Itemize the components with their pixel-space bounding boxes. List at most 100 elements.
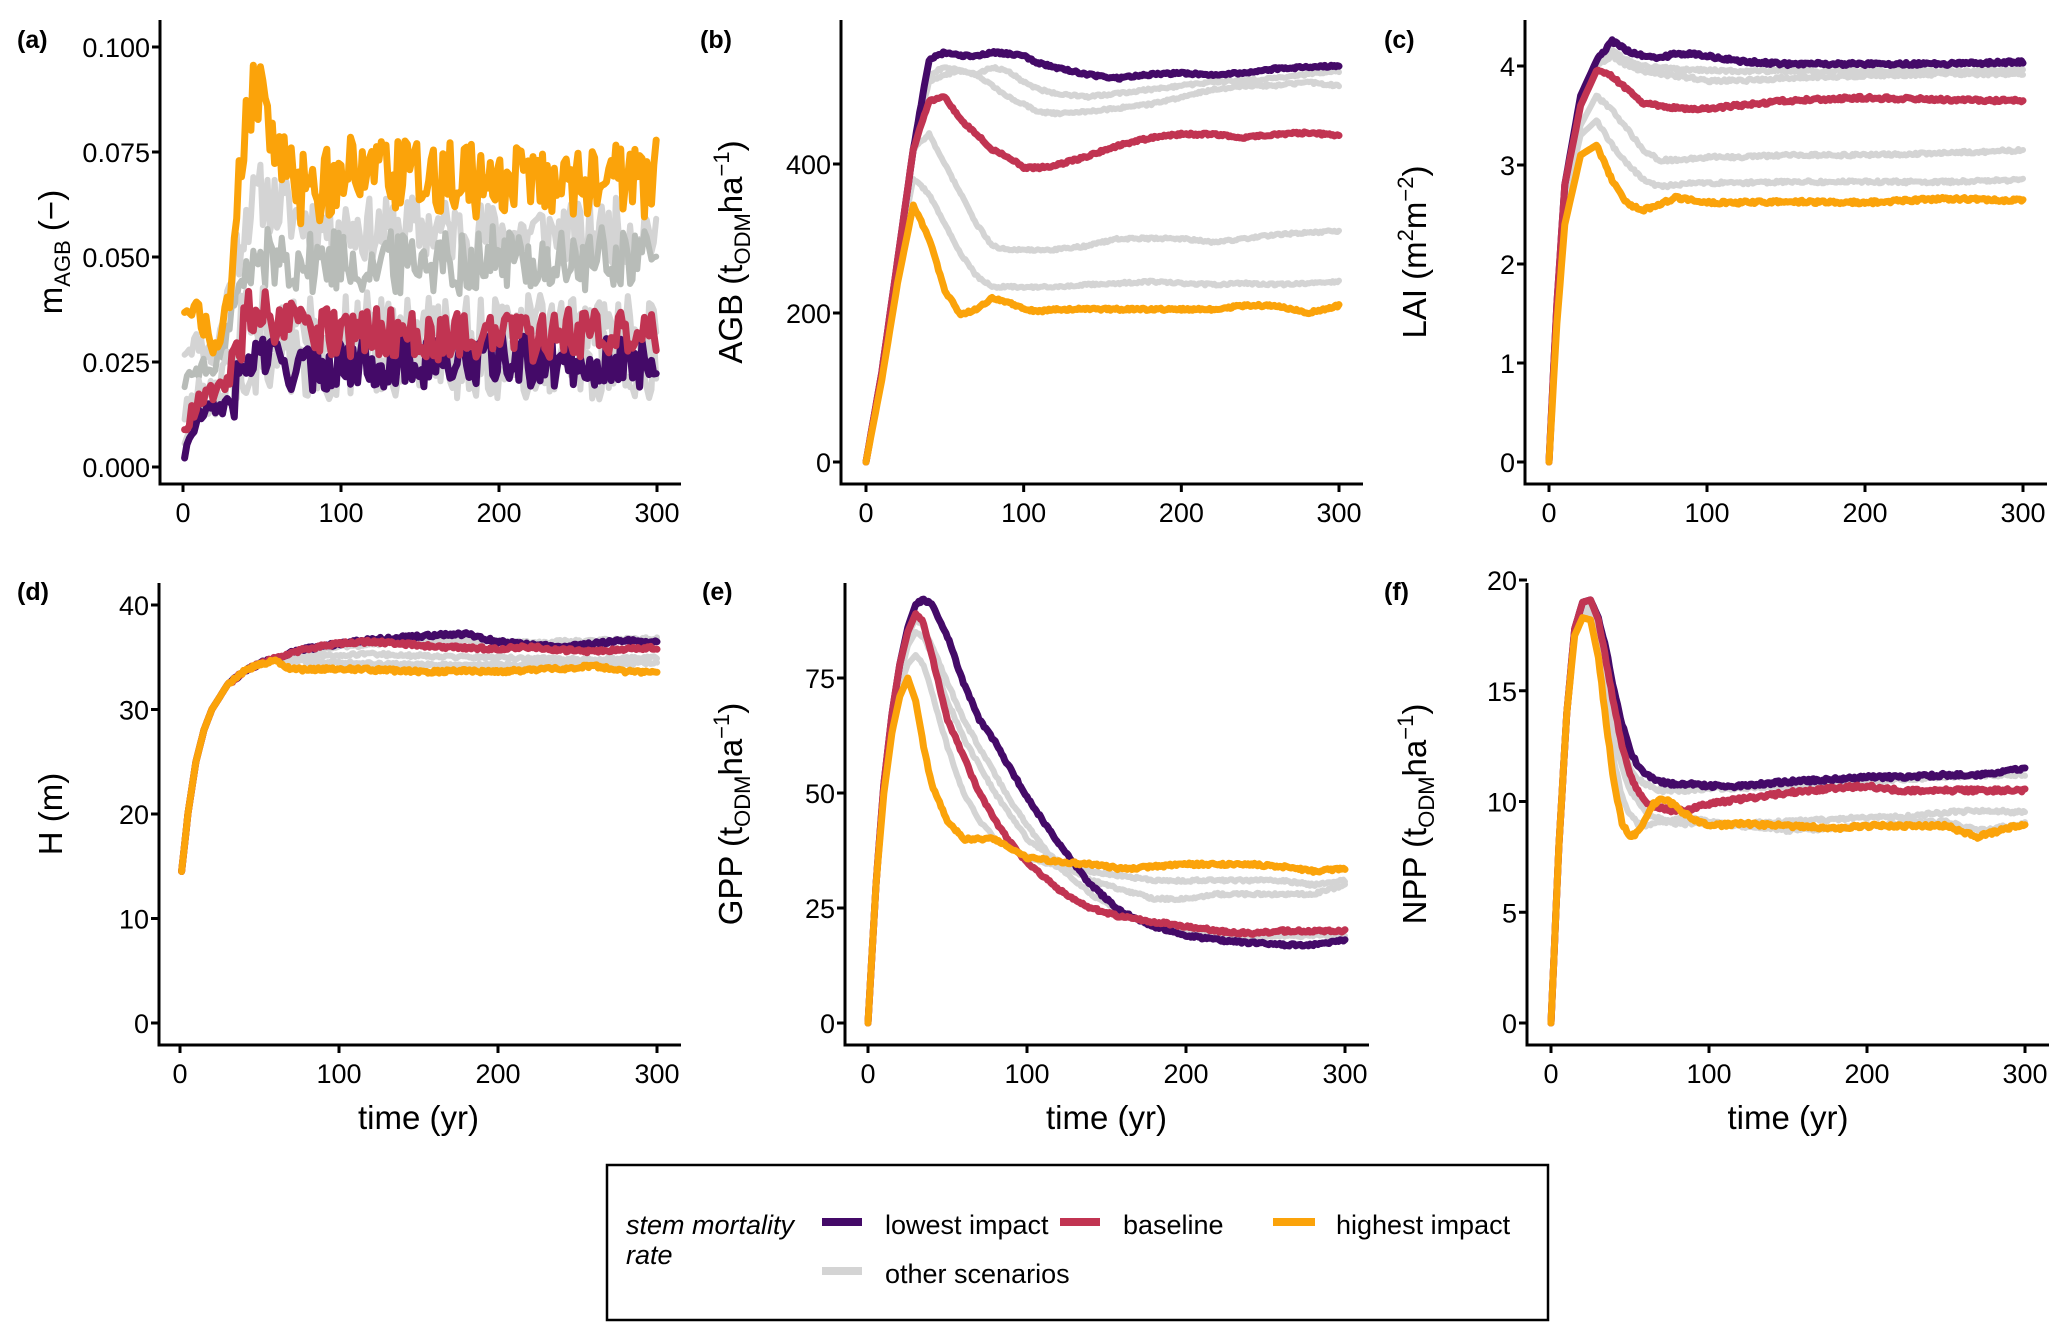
legend-label-other: other scenarios	[885, 1259, 1070, 1289]
series-line-other	[1546, 47, 2026, 465]
panel-label-a: (a)	[17, 26, 48, 54]
y-axis-title-f: NPP (tODMha−1)	[1393, 704, 1439, 925]
series-group-b	[862, 48, 1343, 466]
x-axis-title-e: time (yr)	[1046, 1099, 1167, 1136]
y-tick-label: 400	[786, 150, 831, 180]
y-tick-label: 4	[1500, 52, 1515, 82]
x-tick-label: 200	[476, 498, 521, 528]
y-tick-label: 30	[119, 696, 149, 726]
series-line-highest	[1547, 614, 2029, 1027]
x-tick-label: 0	[1543, 1059, 1558, 1089]
series-line-lowest	[862, 48, 1343, 466]
panel-e: (e) 0 100 200 300 0 25 50 75 GPP (tODMha−1) time (…	[702, 578, 1369, 1136]
legend-title-line1: stem mortality	[626, 1210, 796, 1240]
x-tick-label: 100	[316, 1059, 361, 1089]
series-line-other	[1546, 117, 2026, 465]
x-tick-label: 300	[2002, 1059, 2047, 1089]
panel-label-b: (b)	[700, 26, 732, 54]
series-line-other	[1548, 603, 2028, 1026]
series-line-other	[865, 652, 1348, 1026]
panel-label-c: (c)	[1384, 26, 1415, 54]
series-line-baseline	[181, 287, 660, 434]
y-tick-label: 10	[119, 905, 149, 935]
series-group-f	[1547, 596, 2029, 1027]
series-line-highest	[862, 201, 1343, 466]
x-tick-label: 0	[172, 1059, 187, 1089]
x-tick-label: 100	[1684, 498, 1729, 528]
series-line-highest	[181, 61, 660, 357]
x-tick-label: 200	[1844, 1059, 1889, 1089]
y-tick-label: 0.100	[82, 33, 150, 63]
x-tick-label: 200	[475, 1059, 520, 1089]
series-line-other	[863, 130, 1342, 465]
y-tick-label: 20	[119, 800, 149, 830]
series-line-other	[1548, 608, 2028, 1026]
y-axis-title-a: mAGB (−)	[32, 190, 75, 314]
y-tick-label: 0	[820, 1009, 835, 1039]
y-tick-label: 40	[119, 591, 149, 621]
y-tick-label: 5	[1502, 898, 1517, 928]
y-axis-title-e: GPP (tODMha−1)	[709, 703, 755, 926]
legend-label-baseline: baseline	[1123, 1210, 1224, 1240]
series-line-other	[178, 649, 660, 875]
y-tick-label: 15	[1487, 677, 1517, 707]
series-group-e	[864, 595, 1349, 1027]
x-axis-title-f: time (yr)	[1728, 1099, 1849, 1136]
y-tick-label: 0.075	[82, 138, 150, 168]
panel-d: (d) 0 100 200 300 0 10 20 30 40 H (m) time (yr)	[17, 578, 681, 1136]
x-tick-label: 200	[1163, 1059, 1208, 1089]
series-group-c	[1545, 36, 2027, 466]
series-line-baseline	[1547, 596, 2029, 1027]
x-tick-label: 100	[318, 498, 363, 528]
x-tick-label: 0	[175, 498, 190, 528]
y-tick-label: 3	[1500, 151, 1515, 181]
legend-box	[605, 1163, 1550, 1322]
x-tick-label: 100	[1004, 1059, 1049, 1089]
y-axis-title-c: LAI (m2m−2)	[1393, 165, 1433, 338]
panel-b: (b) 0 100 200 300 0 200 400 AGB (tODMha−1)	[700, 20, 1363, 528]
x-axis-title-d: time (yr)	[358, 1099, 479, 1136]
series-line-other	[863, 175, 1342, 465]
y-tick-label: 200	[786, 299, 831, 329]
panels: (a)0 100 200 3000.0000.0250.0500.0750.100mA…	[17, 20, 2049, 1136]
series-line-highest	[1545, 141, 2027, 466]
series-line-highest	[178, 656, 661, 875]
x-tick-label: 0	[858, 498, 873, 528]
legend-label-highest: highest impact	[1336, 1210, 1511, 1240]
series-group-a	[181, 61, 660, 462]
panel-c: (c) 0 100 200 300 0 1 2 3 4 LAI (m2m−2)	[1384, 20, 2047, 528]
x-tick-label: 200	[1159, 498, 1204, 528]
y-tick-label: 0.000	[82, 453, 150, 483]
legend-label-lowest: lowest impact	[885, 1210, 1049, 1240]
panel-label-e: (e)	[702, 578, 733, 606]
series-line-baseline	[862, 93, 1343, 466]
series-line-other	[865, 629, 1348, 1026]
y-axis-title-b: AGB (tODMha−1)	[709, 140, 755, 363]
series-line-baseline	[1545, 66, 2027, 466]
x-tick-label: 300	[634, 498, 679, 528]
x-tick-label: 300	[1322, 1059, 1367, 1089]
y-tick-label: 2	[1500, 250, 1515, 280]
y-tick-label: 0	[1502, 1009, 1517, 1039]
panel-label-f: (f)	[1384, 578, 1409, 606]
y-tick-label: 0	[816, 448, 831, 478]
series-line-other	[181, 161, 660, 367]
x-tick-label: 300	[2000, 498, 2045, 528]
panel-label-d: (d)	[17, 578, 49, 606]
legend: stem mortality rate lowest impact baseli…	[605, 1163, 1550, 1322]
series-line-highest	[864, 674, 1349, 1027]
legend-title-line2: rate	[626, 1240, 673, 1270]
y-axis-title-d: H (m)	[32, 773, 69, 855]
x-tick-label: 0	[1541, 498, 1556, 528]
series-line-other	[1546, 52, 2026, 465]
x-tick-label: 100	[1686, 1059, 1731, 1089]
series-line-other	[181, 223, 660, 391]
y-tick-label: 1	[1500, 349, 1515, 379]
x-tick-label: 100	[1001, 498, 1046, 528]
series-line-other	[178, 655, 660, 875]
x-tick-label: 300	[1316, 498, 1361, 528]
y-tick-label: 0.050	[82, 243, 150, 273]
panel-f: (f) 0 100 200 300 0 5 10 15 20 NPP (tODMha−1) time …	[1384, 566, 2049, 1136]
panel-a: (a) 0 100 200 300 0.000 0.025 0.050 0.075 0.100 mA…	[17, 20, 681, 528]
